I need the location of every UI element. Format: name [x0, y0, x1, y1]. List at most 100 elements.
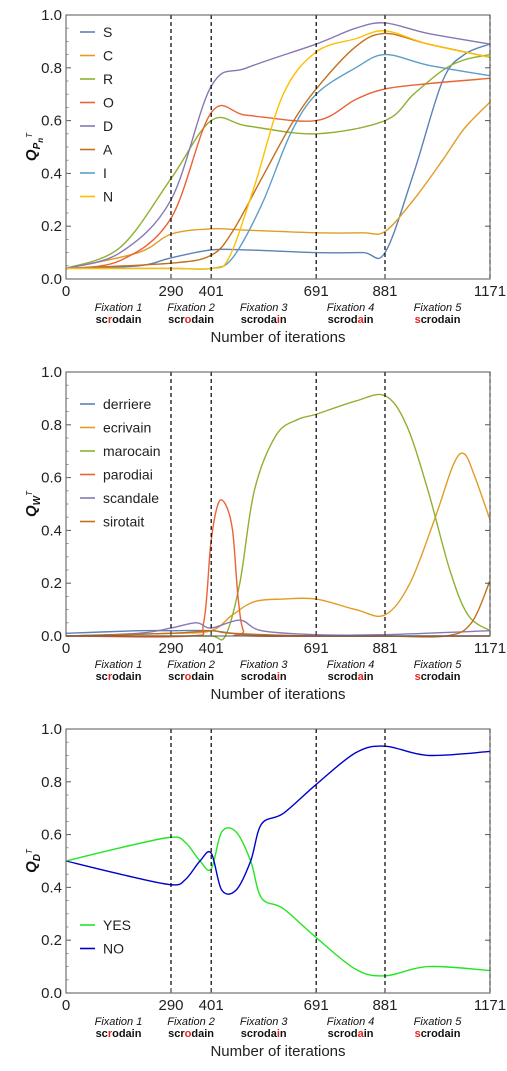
- fixation-word-highlight: s: [415, 1028, 421, 1040]
- fixation-word: scrodain: [241, 671, 287, 683]
- fixation-word: scrodain: [328, 1028, 374, 1040]
- legend-label: derriere: [103, 396, 151, 412]
- fixation-label: Fixation 5: [414, 659, 463, 671]
- fixation-label: Fixation 1: [95, 302, 143, 314]
- x-tick-label: 401: [199, 997, 224, 1014]
- y-tick-label: 0.2: [41, 218, 62, 235]
- fixation-word: scrodain: [96, 1028, 142, 1040]
- legend-label: R: [103, 71, 113, 87]
- legend-label: NO: [103, 941, 124, 957]
- chart-panel-3: 0.0 0.2 0.4 0.6 0.8 1.0 0 290 401 691 881 1171 Fixat…: [23, 721, 506, 1060]
- y-tick-label: 0.2: [41, 932, 62, 949]
- x-tick-label: 881: [372, 283, 397, 300]
- y-tick-label: 0.8: [41, 417, 62, 434]
- legend-label: N: [103, 189, 113, 205]
- fixation-word-pre: sc: [96, 671, 108, 683]
- fixation-word-pre: scrod: [328, 314, 358, 326]
- x-tick-label: 881: [372, 640, 397, 657]
- fixation-label: Fixation 4: [327, 659, 375, 671]
- x-axis-label: Number of iterations: [210, 686, 345, 703]
- fixation-label: Fixation 5: [414, 1016, 463, 1028]
- fixation-word-pre: scr: [168, 1028, 185, 1040]
- fixation-word-highlight: r: [108, 671, 113, 683]
- fixation-label: Fixation 5: [414, 302, 463, 314]
- fixation-word: scrodain: [415, 314, 461, 326]
- fixation-label: Fixation 2: [167, 1016, 215, 1028]
- fixation-word-pre: scroda: [241, 671, 278, 683]
- fixation-word: scrodain: [415, 1028, 461, 1040]
- fixation-word-highlight: r: [108, 314, 113, 326]
- y-axis-label-sup: T: [25, 848, 34, 854]
- fixation-word-highlight: r: [108, 1028, 113, 1040]
- fixation-word-post: crodain: [421, 314, 461, 326]
- fixation-word-highlight: a: [358, 671, 365, 683]
- y-axis-label-sub: W: [32, 494, 43, 505]
- y-axis-label: QWT: [23, 490, 43, 517]
- fixation-label: Fixation 3: [240, 659, 289, 671]
- fixation-word-pre: scroda: [241, 1028, 278, 1040]
- x-tick-label: 401: [199, 283, 224, 300]
- fixation-label: Fixation 4: [327, 1016, 375, 1028]
- y-tick-label: 0.0: [41, 628, 62, 645]
- series-line-scandale: [65, 619, 491, 637]
- x-tick-label: 0: [62, 997, 70, 1014]
- y-tick-label: 1.0: [41, 721, 62, 738]
- fixation-word-pre: sc: [96, 1028, 108, 1040]
- y-tick-label: 1.0: [41, 364, 62, 381]
- x-tick-label: 290: [158, 997, 183, 1014]
- fixation-word-post: dain: [191, 671, 214, 683]
- x-tick-label: 290: [158, 640, 183, 657]
- fixation-word-post: odain: [112, 314, 142, 326]
- fixation-label: Fixation 3: [240, 1016, 289, 1028]
- fixation-word-highlight: o: [185, 1028, 192, 1040]
- legend-label: YES: [103, 917, 131, 933]
- chart-panel-1: 0.0 0.2 0.4 0.6 0.8 1.0 0 290 401 691 881 1171 Fixat…: [23, 7, 506, 346]
- y-tick-label: 0.2: [41, 575, 62, 592]
- fixation-word-post: odain: [112, 671, 142, 683]
- fixation-word: scrodain: [241, 314, 287, 326]
- fixation-word-pre: scrod: [328, 671, 358, 683]
- x-axis-label: Number of iterations: [210, 329, 345, 346]
- x-tick-label: 691: [304, 997, 329, 1014]
- fixation-word: scrodain: [96, 314, 142, 326]
- fixation-word-highlight: i: [277, 1028, 280, 1040]
- fixation-label: Fixation 1: [95, 1016, 143, 1028]
- x-tick-label: 1171: [474, 283, 506, 300]
- x-tick-label: 691: [304, 640, 329, 657]
- x-tick-label: 881: [372, 997, 397, 1014]
- fixation-word-post: dain: [191, 1028, 214, 1040]
- fixation-word: scrodain: [168, 671, 214, 683]
- fixation-word-post: dain: [191, 314, 214, 326]
- fixation-word-pre: scroda: [241, 314, 278, 326]
- y-axis-label-sub: P: [32, 142, 43, 149]
- fixation-word-highlight: a: [358, 1028, 365, 1040]
- x-tick-label: 290: [158, 283, 183, 300]
- y-axis-label-subsub: n: [36, 138, 45, 143]
- fixation-word: scrodain: [415, 671, 461, 683]
- fixation-word-highlight: s: [415, 671, 421, 683]
- x-tick-label: 401: [199, 640, 224, 657]
- fixation-word: scrodain: [328, 671, 374, 683]
- legend-label: sirotait: [103, 514, 144, 530]
- y-axis-label-main: Q: [23, 505, 40, 517]
- y-tick-label: 0.6: [41, 827, 62, 844]
- y-tick-label: 0.8: [41, 60, 62, 77]
- legend-label: marocain: [103, 443, 161, 459]
- fixation-word-post: in: [364, 1028, 374, 1040]
- legend-label: parodiai: [103, 467, 153, 483]
- series-line-r: [65, 53, 491, 270]
- x-tick-label: 691: [304, 283, 329, 300]
- fixation-word: scrodain: [96, 671, 142, 683]
- fixation-word-highlight: i: [277, 671, 280, 683]
- y-tick-label: 0.4: [41, 522, 62, 539]
- fixation-word: scrodain: [328, 314, 374, 326]
- series-line-yes: [65, 827, 491, 977]
- series-line-no: [65, 745, 491, 895]
- fixation-word-post: odain: [112, 1028, 142, 1040]
- series-group: [65, 745, 491, 977]
- legend-label: ecrivain: [103, 420, 151, 436]
- y-axis-label-sup: T: [25, 132, 34, 138]
- legend-label: C: [103, 48, 113, 64]
- chart-panel-2: 0.0 0.2 0.4 0.6 0.8 1.0 0 290 401 691 881 1171 Fixat…: [23, 364, 506, 703]
- fixation-word: scrodain: [241, 1028, 287, 1040]
